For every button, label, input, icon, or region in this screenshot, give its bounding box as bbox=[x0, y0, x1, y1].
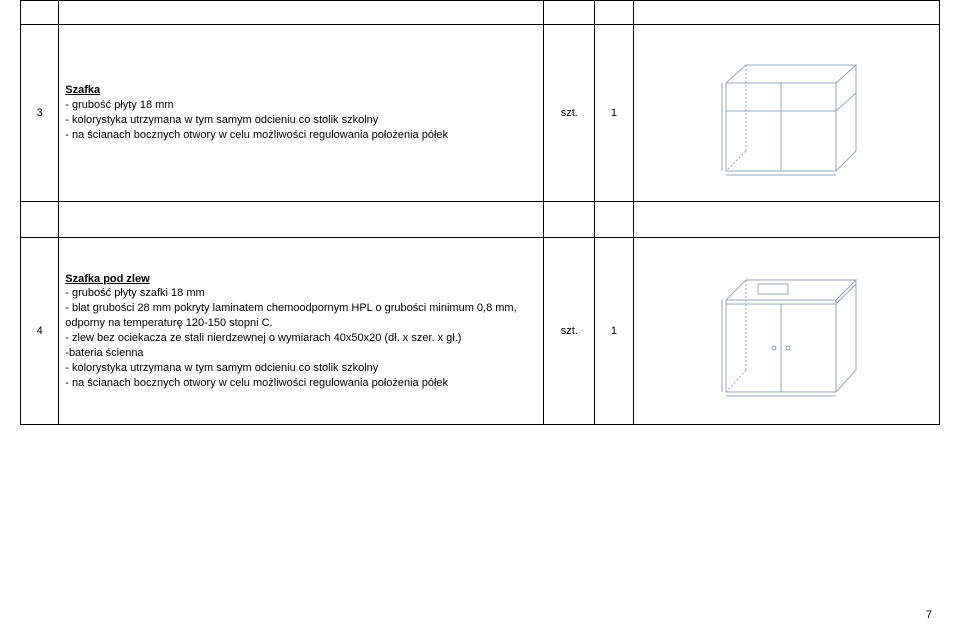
desc-line: - kolorystyka utrzymana w tym samym odci… bbox=[65, 114, 378, 126]
item-title: Szafka pod zlew bbox=[65, 273, 149, 285]
desc-line: - zlew bez ociekacza ze stali nierdzewne… bbox=[65, 332, 461, 344]
table-row-sep bbox=[21, 202, 940, 238]
desc-line: -bateria ścienna bbox=[65, 347, 143, 359]
cell-empty bbox=[595, 202, 633, 238]
cell-empty bbox=[59, 202, 544, 238]
row-image bbox=[633, 25, 939, 202]
row-number: 4 bbox=[21, 238, 59, 425]
desc-line: - grubość płyty 18 mm bbox=[65, 99, 173, 111]
cell-empty bbox=[544, 1, 595, 25]
desc-line: - blat grubości 28 mm pokryty laminatem … bbox=[65, 302, 516, 329]
table-row-cap bbox=[21, 1, 940, 25]
desc-line: - grubość płyty szafki 18 mm bbox=[65, 287, 204, 299]
page-wrap: 3 Szafka - grubość płyty 18 mm - kolorys… bbox=[0, 0, 960, 635]
row-unit: szt. bbox=[544, 25, 595, 202]
cabinet-diagram-icon bbox=[696, 43, 876, 183]
row-image bbox=[633, 238, 939, 425]
desc-line: - na ścianach bocznych otwory w celu moż… bbox=[65, 377, 448, 389]
table-row: 4 Szafka pod zlew - grubość płyty szafki… bbox=[21, 238, 940, 425]
row-qty: 1 bbox=[595, 238, 633, 425]
cell-empty bbox=[21, 202, 59, 238]
cabinet-diagram-icon bbox=[696, 256, 876, 406]
desc-text: Szafka - grubość płyty 18 mm - kolorysty… bbox=[65, 83, 537, 142]
desc-text: Szafka pod zlew - grubość płyty szafki 1… bbox=[65, 272, 537, 391]
desc-line: - kolorystyka utrzymana w tym samym odci… bbox=[65, 362, 378, 374]
table-wrap: 3 Szafka - grubość płyty 18 mm - kolorys… bbox=[0, 0, 960, 425]
item-title: Szafka bbox=[65, 84, 100, 96]
cell-empty bbox=[21, 1, 59, 25]
row-qty: 1 bbox=[595, 25, 633, 202]
row-number: 3 bbox=[21, 25, 59, 202]
row-unit: szt. bbox=[544, 238, 595, 425]
cell-empty bbox=[59, 1, 544, 25]
cell-empty bbox=[595, 1, 633, 25]
table-row: 3 Szafka - grubość płyty 18 mm - kolorys… bbox=[21, 25, 940, 202]
row-description: Szafka pod zlew - grubość płyty szafki 1… bbox=[59, 238, 544, 425]
spec-table: 3 Szafka - grubość płyty 18 mm - kolorys… bbox=[20, 0, 940, 425]
page-number: 7 bbox=[926, 609, 932, 621]
cell-empty bbox=[633, 1, 939, 25]
desc-line: - na ścianach bocznych otwory w celu moż… bbox=[65, 129, 448, 141]
cell-empty bbox=[633, 202, 939, 238]
row-description: Szafka - grubość płyty 18 mm - kolorysty… bbox=[59, 25, 544, 202]
cell-empty bbox=[544, 202, 595, 238]
